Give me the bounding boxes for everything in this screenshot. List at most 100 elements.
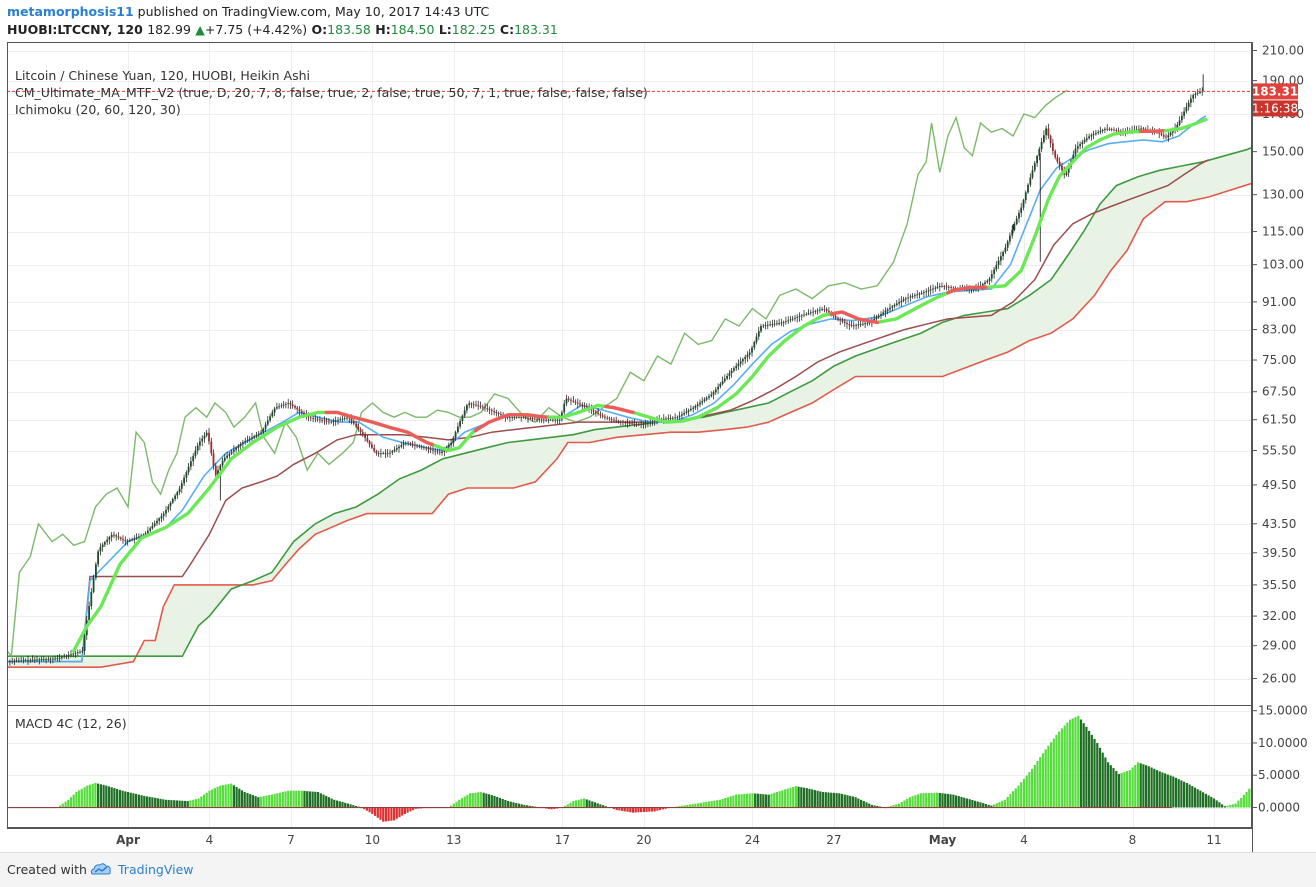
- macd-bar: [124, 791, 127, 808]
- macd-bar: [783, 789, 787, 808]
- macd-bar: [737, 794, 740, 808]
- y-tick-label: 49.50: [1262, 478, 1296, 492]
- candle-body: [205, 432, 208, 436]
- x-tick-label: 17: [555, 833, 570, 847]
- candle-body: [1183, 111, 1185, 116]
- macd-bar: [925, 793, 928, 808]
- candle-body: [180, 483, 183, 489]
- macd-bar: [849, 795, 852, 808]
- candle-body: [595, 411, 597, 413]
- macd-bar: [767, 794, 770, 808]
- username-link[interactable]: metamorphosis11: [7, 4, 134, 19]
- candle-body: [192, 455, 195, 462]
- macd-bar: [493, 795, 496, 808]
- chart-area[interactable]: 210.00190.00170.00150.00130.00115.00103.…: [0, 42, 1316, 852]
- candle-body: [1074, 148, 1077, 155]
- candle-body: [721, 381, 724, 384]
- macd-bar: [615, 807, 618, 811]
- candle-body: [321, 420, 323, 421]
- macd-bar: [211, 789, 214, 808]
- tradingview-brand-link[interactable]: TradingView: [118, 862, 194, 877]
- macd-bar: [664, 807, 667, 809]
- macd-bar: [1077, 715, 1080, 808]
- symbol-label[interactable]: HUOBI:LTCCNY, 120: [7, 22, 143, 37]
- macd-bar: [602, 805, 605, 808]
- macd-bar: [412, 807, 415, 811]
- macd-bar: [83, 787, 86, 808]
- candle-body: [782, 322, 785, 323]
- macd-bar: [990, 805, 993, 808]
- candle-body: [153, 523, 156, 526]
- candle-body: [687, 410, 690, 412]
- candle-body: [617, 421, 620, 422]
- ichimoku-span-b-line: [7, 182, 1252, 668]
- candle-body: [42, 659, 45, 660]
- candle-body: [20, 660, 23, 662]
- macd-bar: [1128, 770, 1131, 808]
- macd-bar: [648, 807, 651, 812]
- candle-body: [1140, 128, 1142, 130]
- candle-body: [278, 406, 280, 408]
- candle-body: [348, 417, 351, 419]
- x-tick-label: 20: [636, 833, 651, 847]
- macd-bar: [735, 794, 738, 808]
- macd-bar: [835, 793, 838, 808]
- price-chart-svg[interactable]: 210.00190.00170.00150.00130.00115.00103.…: [0, 42, 1316, 852]
- candle-body: [1045, 128, 1047, 136]
- macd-bar: [729, 796, 732, 808]
- candle-body: [533, 418, 536, 420]
- y-tick-label: 67.50: [1262, 385, 1296, 399]
- candle-body: [814, 311, 817, 312]
- macd-bar: [694, 803, 697, 808]
- candle-body: [902, 299, 905, 301]
- macd-bar: [659, 807, 662, 811]
- candle-body: [712, 392, 715, 395]
- tradingview-logo-icon[interactable]: [89, 861, 113, 877]
- macd-bar: [178, 800, 181, 808]
- candle-body: [54, 658, 56, 660]
- ma-indicator-legend[interactable]: CM_Ultimate_MA_MTF_V2 (true, D, 20, 7, 8…: [15, 85, 648, 100]
- candle-body: [834, 316, 837, 318]
- macd-bar: [903, 800, 906, 808]
- macd-indicator-legend[interactable]: MACD 4C (12, 26): [15, 716, 127, 731]
- candle-body: [610, 419, 613, 420]
- candle-body: [1027, 184, 1029, 193]
- candle-body: [852, 325, 855, 327]
- candle-body: [945, 286, 948, 288]
- candle-body: [395, 448, 398, 450]
- low-label: L:: [438, 22, 452, 37]
- macd-bar: [547, 807, 550, 809]
- macd-bar: [621, 807, 624, 811]
- candle-body: [49, 658, 52, 660]
- macd-bar: [653, 807, 656, 812]
- macd-bar: [183, 800, 187, 808]
- macd-bar: [550, 807, 553, 810]
- candle-body: [812, 311, 814, 313]
- macd-bar: [1234, 803, 1237, 808]
- candle-body: [233, 449, 235, 452]
- candle-body: [891, 306, 894, 308]
- candle-body: [337, 419, 339, 421]
- ichimoku-indicator-legend[interactable]: Ichimoku (20, 60, 120, 30): [15, 102, 181, 117]
- macd-bar: [599, 804, 602, 808]
- ichimoku-span-a-line: [7, 146, 1252, 657]
- candle-body: [1187, 102, 1190, 107]
- candle-body: [296, 407, 299, 410]
- candle-body: [18, 660, 20, 662]
- candle-body: [138, 536, 140, 538]
- x-tick-label: 24: [745, 833, 760, 847]
- macd-bar: [813, 790, 816, 808]
- macd-bar: [507, 801, 510, 808]
- y-tick-label: 103.00: [1262, 258, 1304, 272]
- candle-body: [165, 509, 167, 514]
- candle-body: [63, 656, 66, 658]
- macd-bar: [365, 807, 368, 811]
- macd-bar: [243, 792, 246, 808]
- macd-bar: [113, 788, 116, 808]
- candle-body: [583, 405, 586, 407]
- candle-body: [196, 445, 199, 451]
- candle-body: [506, 417, 509, 418]
- candle-body: [613, 419, 615, 421]
- candle-body: [1031, 170, 1034, 178]
- candle-body: [970, 289, 973, 290]
